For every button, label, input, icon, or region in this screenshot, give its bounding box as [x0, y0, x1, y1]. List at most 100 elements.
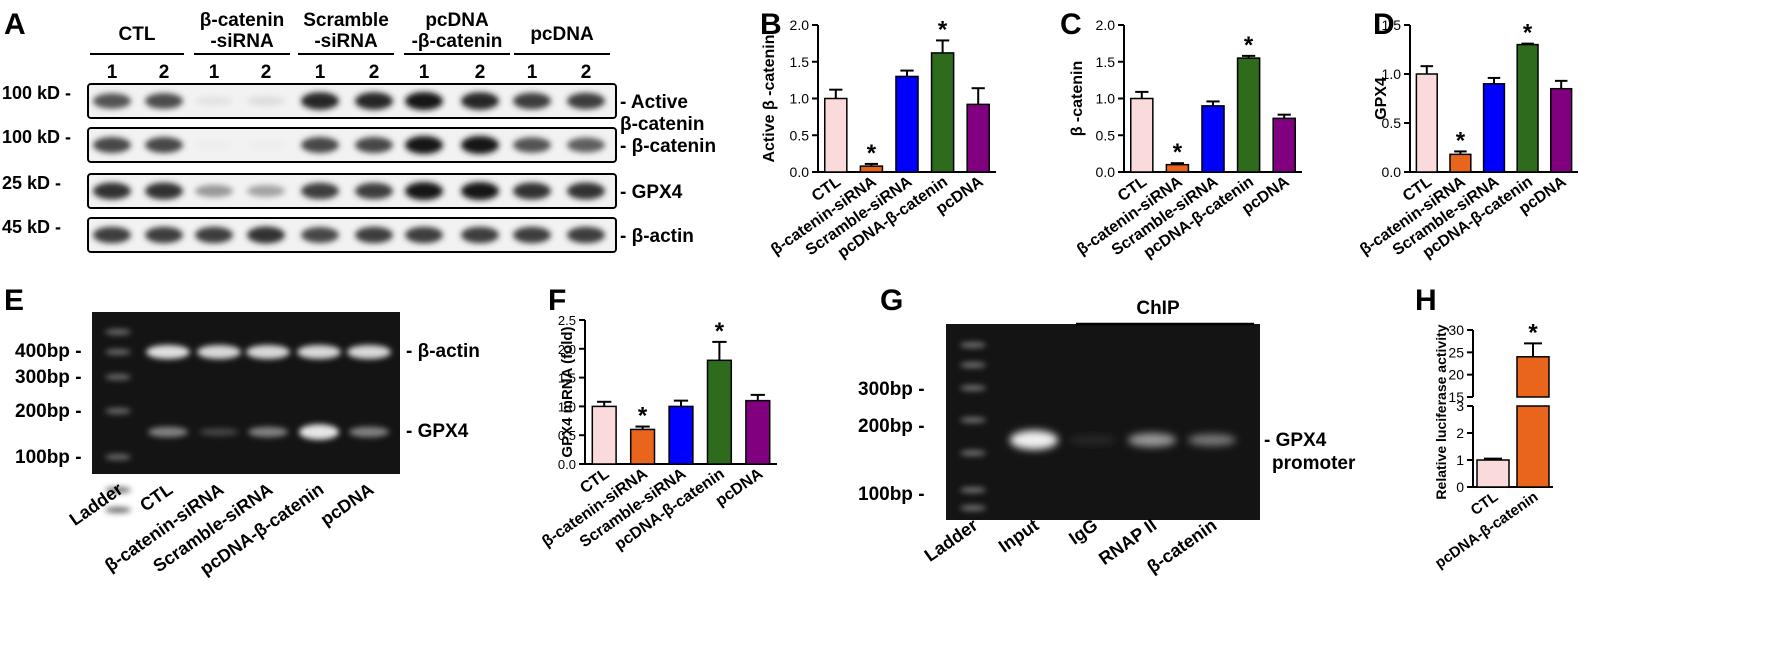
bar-chart-beta-catenin: 0.00.51.01.52.0CTL*β-catenin-siRNAScramb… — [1069, 17, 1302, 262]
bar — [859, 165, 884, 173]
ladder-band — [105, 487, 131, 493]
group-label: -β-catenin — [412, 31, 503, 52]
protein-band — [93, 182, 131, 200]
bar-chart-active-beta-catenin: 0.00.51.01.52.0CTL*β-catenin-siRNAScramb… — [761, 16, 996, 262]
bar — [1130, 97, 1154, 173]
gel-background — [92, 312, 400, 474]
protein-band — [461, 182, 499, 200]
protein-band — [301, 182, 339, 200]
lane-number: 1 — [419, 62, 430, 83]
y-tick-label: 1.0 — [790, 91, 810, 107]
actin-band — [246, 345, 290, 359]
bar — [745, 399, 771, 465]
panel-letter-d: D — [1373, 8, 1395, 41]
target-label: β-catenin — [620, 114, 704, 135]
protein-band — [145, 93, 183, 109]
protein-band — [461, 226, 499, 244]
actin-band — [146, 345, 190, 359]
y-tick-label: 0.5 — [1382, 115, 1402, 131]
protein-band — [247, 185, 285, 197]
y-tick-label: 0.5 — [558, 428, 576, 443]
lane-label: Input — [995, 515, 1043, 557]
protein-band — [355, 182, 393, 200]
protein-band — [301, 92, 339, 110]
bar — [930, 52, 955, 173]
protein-band — [195, 96, 233, 106]
bar — [1272, 117, 1296, 173]
panel-letter-e: E — [4, 284, 24, 317]
ladder-band — [105, 454, 131, 460]
significance-star: * — [715, 318, 725, 345]
blot-strip — [87, 217, 617, 253]
promoter-band — [1188, 434, 1236, 446]
protein-band — [567, 182, 605, 200]
protein-band — [461, 92, 499, 110]
bar — [1476, 459, 1510, 488]
gel-background — [946, 324, 1260, 520]
significance-star: * — [638, 403, 648, 430]
size-label: 400bp - — [15, 341, 82, 362]
actin-band — [197, 345, 241, 359]
y-tick-label: 2 — [1456, 425, 1464, 441]
protein-band — [247, 226, 285, 244]
y-tick-label: 1 — [1456, 452, 1464, 468]
protein-band — [195, 184, 233, 198]
group-label: β-catenin — [200, 10, 284, 31]
target-label: - Active — [620, 92, 688, 113]
protein-band — [195, 226, 233, 244]
y-tick-label: 0.0 — [1096, 164, 1116, 180]
y-tick-label: 1.5 — [1096, 54, 1116, 70]
lane-number: 2 — [261, 62, 272, 83]
target-label: - β-actin — [620, 226, 694, 247]
ladder-band — [960, 487, 986, 493]
y-axis-label: GPX4 — [1373, 77, 1390, 120]
protein-band — [461, 136, 499, 154]
y-tick-label: 1.0 — [1382, 66, 1402, 82]
bar-upper — [1516, 356, 1550, 398]
gpx4-band — [349, 426, 389, 438]
y-tick-label: 3 — [1456, 398, 1464, 414]
band-label: promoter — [1272, 453, 1356, 474]
promoter-band — [1128, 433, 1176, 447]
bar-lower — [1516, 405, 1550, 488]
y-tick-label: 0.0 — [558, 457, 576, 472]
protein-band — [355, 92, 393, 110]
lane-number: 1 — [107, 62, 118, 83]
lane-label: Ladder — [66, 479, 127, 530]
protein-band — [567, 226, 605, 244]
group-label: -siRNA — [210, 31, 274, 52]
y-tick-label: 1.5 — [558, 371, 576, 386]
size-label: 300bp - — [858, 379, 925, 400]
chip-header: ChIP — [1136, 298, 1180, 319]
significance-star: * — [1523, 20, 1533, 47]
protein-band — [93, 137, 131, 153]
bar — [1236, 57, 1261, 173]
ladder-band — [105, 408, 131, 414]
band-label: - GPX4 — [406, 421, 469, 442]
y-tick-label: 0.0 — [790, 164, 810, 180]
bar-chart-gpx4: 0.00.51.01.5CTL*β-catenin-siRNAScramble-… — [1357, 17, 1578, 262]
lane-label: Ladder — [921, 515, 982, 566]
significance-star: * — [938, 16, 948, 43]
panel-letter-h: H — [1415, 284, 1437, 317]
protein-band — [567, 137, 605, 153]
y-tick-label: 0.5 — [1096, 127, 1116, 143]
protein-band — [145, 226, 183, 244]
significance-star: * — [1456, 127, 1466, 154]
protein-band — [355, 226, 393, 244]
bar — [895, 75, 919, 173]
molecular-weight-label: 45 kD - — [2, 217, 61, 237]
significance-star: * — [1244, 32, 1254, 59]
target-label: - GPX4 — [620, 182, 683, 203]
bar — [824, 97, 848, 173]
y-tick-label: 1.5 — [790, 54, 810, 70]
lane-number: 2 — [581, 62, 592, 83]
protein-band — [145, 182, 183, 200]
agarose-gel-rtpcr: 400bp - 300bp - 200bp - 100bp - - β-actin - G… — [15, 312, 480, 579]
lane-number: 1 — [209, 62, 220, 83]
panel-letter-a: A — [4, 8, 26, 41]
protein-band — [405, 226, 443, 244]
panel-letter-g: G — [880, 284, 903, 317]
